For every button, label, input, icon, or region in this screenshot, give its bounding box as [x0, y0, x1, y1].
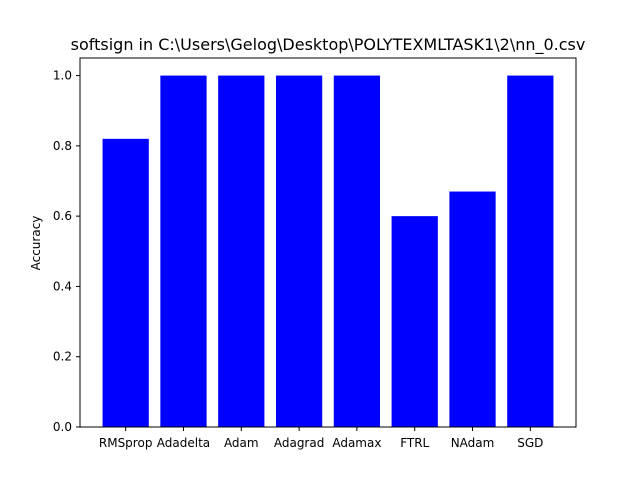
bar-ftrl: [391, 216, 438, 427]
bar-adadelta: [160, 75, 207, 427]
y-tick-label: 0.8: [53, 139, 72, 153]
x-tick-label: Adagrad: [274, 436, 325, 450]
bar-rmsprop: [102, 138, 149, 427]
y-tick-label: 0.0: [53, 420, 72, 434]
x-tick-label: Adadelta: [157, 436, 210, 450]
y-axis-ticks: 0.0 0.2 0.4 0.6 0.8 1.0: [53, 69, 80, 434]
x-tick-label: RMSprop: [99, 436, 153, 450]
x-tick-label: FTRL: [400, 436, 429, 450]
y-tick-label: 0.6: [53, 209, 72, 223]
chart-title: softsign in C:\Users\Gelog\Desktop\POLYT…: [71, 35, 586, 55]
x-tick-label: SGD: [517, 436, 543, 450]
y-tick-label: 0.2: [53, 350, 72, 364]
bar-adamax: [333, 75, 381, 427]
bar-adagrad: [275, 75, 323, 427]
bars-group: [102, 75, 554, 427]
y-tick-label: 0.4: [53, 279, 72, 293]
y-tick-label: 1.0: [53, 69, 72, 83]
x-axis-ticks: RMSprop Adadelta Adam Adagrad Adamax FTRL NAda…: [99, 427, 543, 450]
x-tick-label: Adamax: [332, 436, 381, 450]
x-tick-label: Adam: [224, 436, 259, 450]
bar-adam: [218, 75, 265, 427]
bar-sgd: [507, 75, 554, 427]
y-axis-label: Accuracy: [29, 216, 43, 271]
x-tick-label: NAdam: [451, 436, 495, 450]
bar-nadam: [449, 191, 496, 427]
plot-area-frame: [79, 57, 577, 428]
